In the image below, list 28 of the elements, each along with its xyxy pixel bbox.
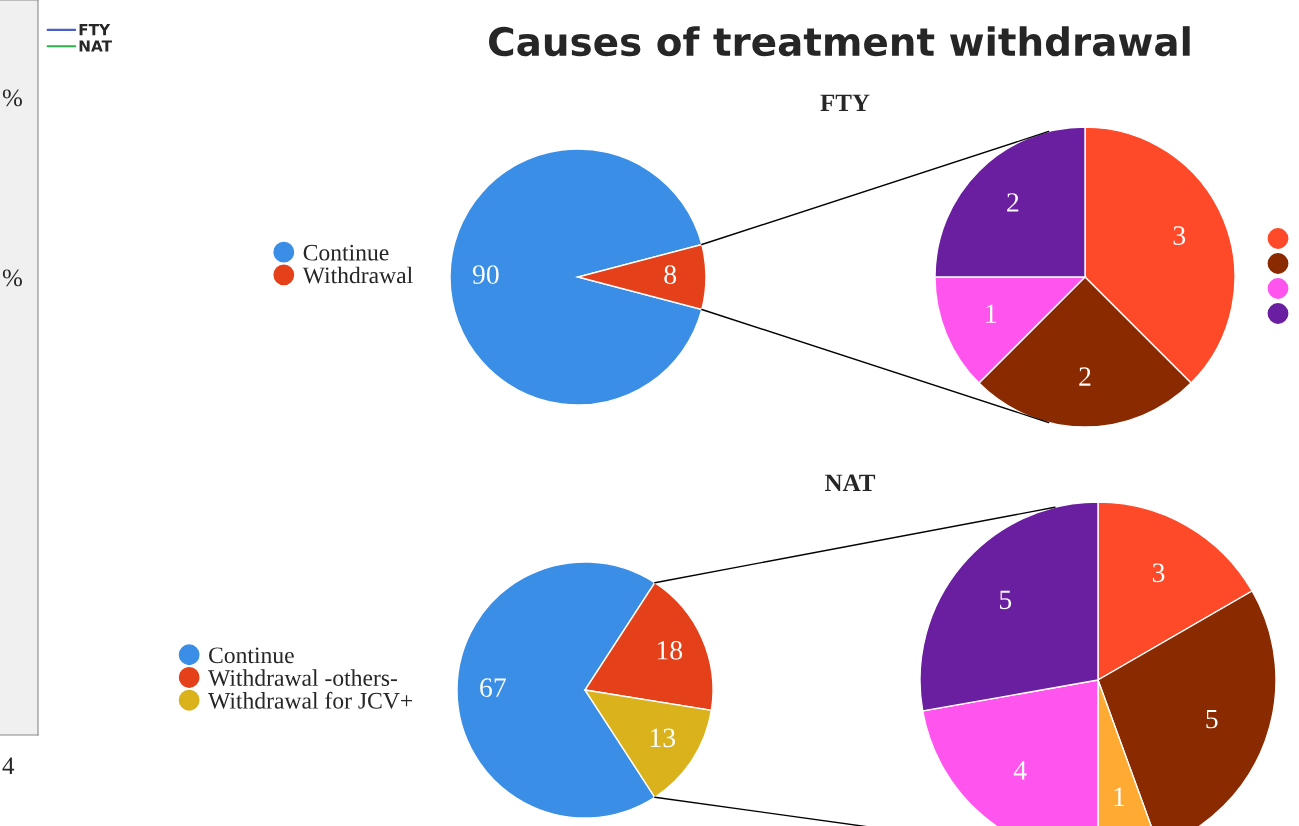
text: FTY — [820, 94, 870, 112]
legend-label: Withdrawal -others- — [208, 669, 398, 687]
data-label: 2 — [1079, 367, 1091, 386]
data-label: 3 — [1152, 563, 1165, 583]
data-label: 1 — [1114, 787, 1125, 806]
text: 4 — [2, 757, 15, 775]
data-label: 13 — [650, 728, 676, 748]
data-label: 5 — [999, 590, 1012, 610]
data-label: 18 — [657, 640, 683, 660]
pie-slice — [449, 148, 703, 406]
legend-label: Withdrawal — [302, 266, 413, 284]
data-label: 1 — [986, 304, 997, 323]
legend-label: NAT — [79, 40, 112, 52]
text: % — [2, 89, 22, 107]
data-label: 5 — [1206, 709, 1218, 729]
text: NAT — [825, 474, 876, 492]
legend-label: Continue — [209, 647, 294, 664]
legend-label: FTY — [79, 24, 111, 36]
legend-label: Continue — [303, 244, 389, 261]
text: % — [2, 269, 22, 287]
data-label: 2 — [1007, 193, 1019, 212]
data-label: 8 — [664, 265, 677, 284]
text: Causes of treatment withdrawal — [489, 26, 1190, 57]
legend-label: Withdrawal for JCV+ — [208, 691, 413, 709]
data-label: 90 — [472, 265, 499, 284]
data-label: 3 — [1173, 226, 1186, 245]
data-label: 67 — [480, 678, 506, 697]
data-label: 4 — [1013, 761, 1027, 780]
